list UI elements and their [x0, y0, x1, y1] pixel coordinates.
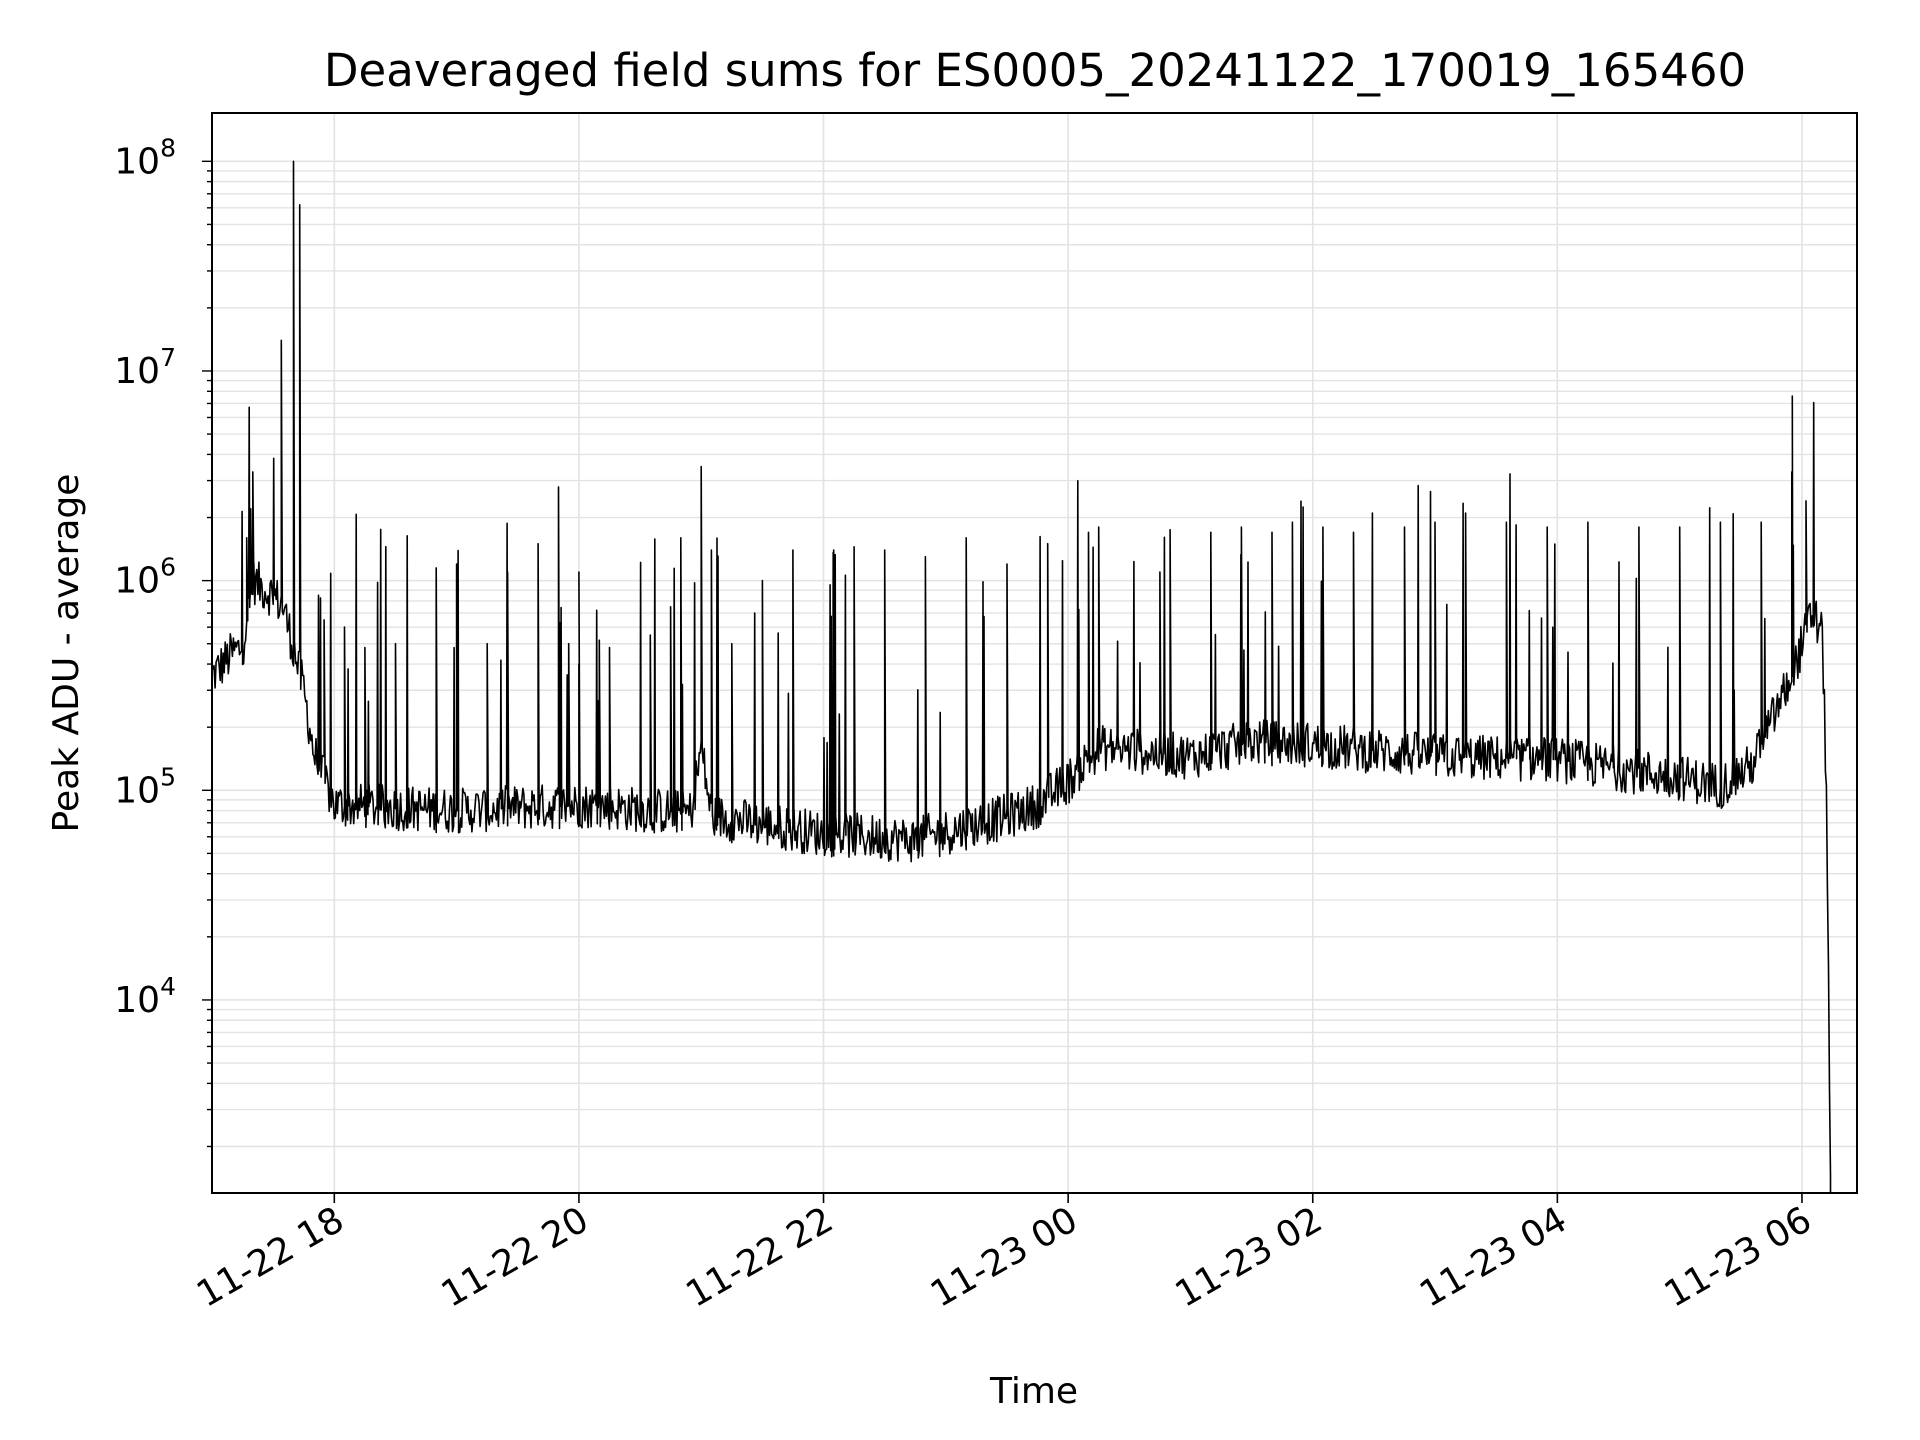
y-axis: 104 105 106 107 108	[114, 133, 176, 1021]
y-tick-label: 107	[114, 343, 176, 392]
x-axis-label: Time	[989, 1371, 1078, 1412]
y-tick-label: 104	[114, 972, 176, 1021]
chart-title: Deaveraged field sums for ES0005_2024112…	[324, 44, 1746, 97]
x-tick-label: 11-22 20	[435, 1199, 596, 1315]
x-tick-label: 11-22 18	[190, 1199, 351, 1315]
y-tick-label: 108	[114, 133, 176, 182]
x-tick-label: 11-22 22	[679, 1199, 840, 1315]
y-tick-label: 106	[114, 553, 176, 602]
y-tick-label: 105	[114, 762, 176, 811]
x-tick-label: 11-23 02	[1169, 1199, 1330, 1315]
grid	[202, 113, 1857, 1193]
y-axis-label: Peak ADU - average	[46, 474, 87, 833]
x-tick-label: 11-23 06	[1658, 1199, 1819, 1315]
x-tick-label: 11-23 04	[1413, 1199, 1574, 1315]
x-axis: 11-22 18 11-22 20 11-22 22 11-23 00 11-23 02…	[190, 1193, 1818, 1316]
series-line	[211, 160, 1832, 1193]
plot-frame	[211, 112, 1858, 1194]
x-tick-label: 11-23 00	[924, 1199, 1085, 1315]
